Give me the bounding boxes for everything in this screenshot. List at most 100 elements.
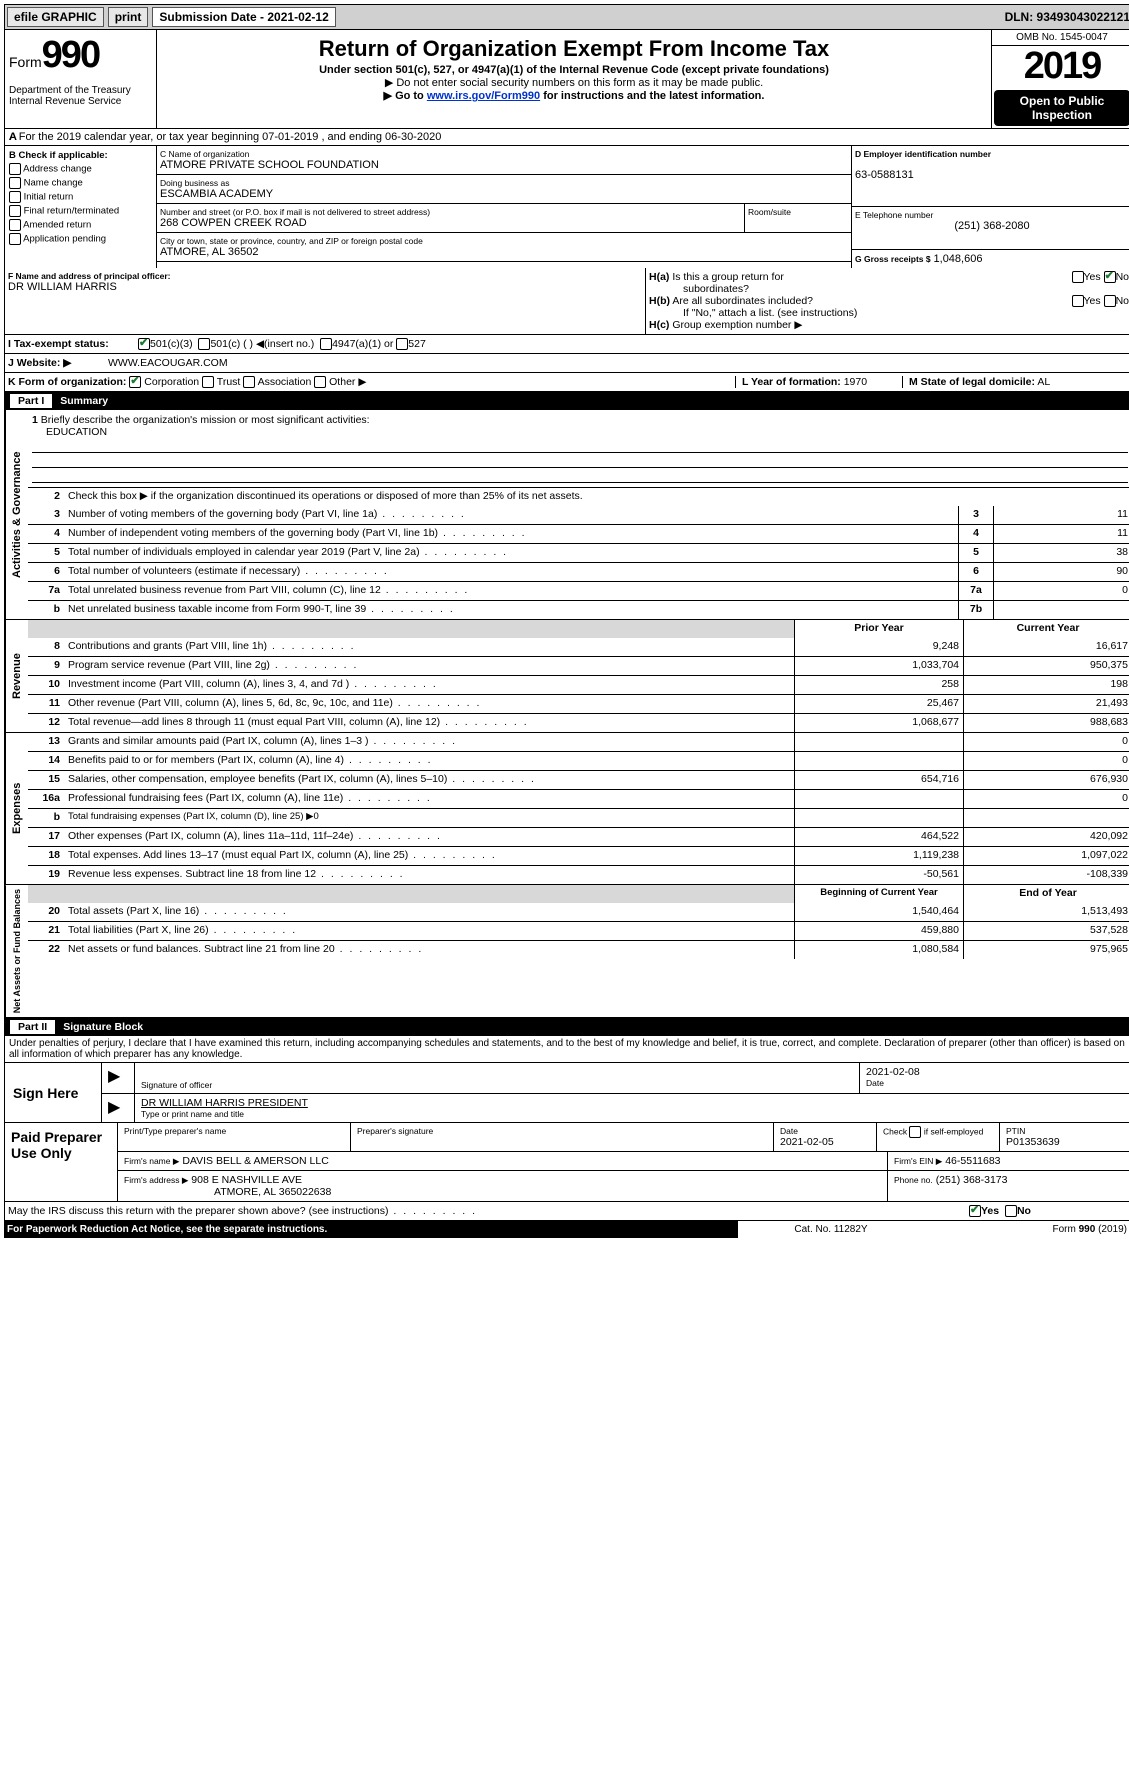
hdr-prior: Prior Year bbox=[794, 620, 963, 638]
identity-section: B Check if applicable: Address change Na… bbox=[4, 146, 1129, 268]
expense-line: 19 Revenue less expenses. Subtract line … bbox=[28, 865, 1129, 884]
org-name: ATMORE PRIVATE SCHOOL FOUNDATION bbox=[160, 159, 848, 171]
gov-line: 4 Number of independent voting members o… bbox=[28, 524, 1129, 543]
gov-value: 38 bbox=[993, 544, 1129, 562]
vert-exp: Expenses bbox=[5, 733, 28, 884]
street-value: 268 COWPEN CREEK ROAD bbox=[160, 217, 741, 229]
paid-preparer-block: Paid Preparer Use Only Print/Type prepar… bbox=[4, 1123, 1129, 1202]
527-checkbox[interactable] bbox=[396, 338, 408, 350]
expense-line: 15 Salaries, other compensation, employe… bbox=[28, 770, 1129, 789]
net-assets-line: 21 Total liabilities (Part X, line 26) 4… bbox=[28, 921, 1129, 940]
4947-checkbox[interactable] bbox=[320, 338, 332, 350]
final-return-checkbox[interactable] bbox=[9, 205, 21, 217]
website-row: J Website: ▶ WWW.EACOUGAR.COM bbox=[4, 354, 1129, 373]
vert-rev: Revenue bbox=[5, 620, 28, 732]
corporation-checkbox[interactable] bbox=[129, 376, 141, 388]
net-assets-line: 22 Net assets or fund balances. Subtract… bbox=[28, 940, 1129, 959]
website-value: WWW.EACOUGAR.COM bbox=[108, 357, 228, 369]
city-label: City or town, state or province, country… bbox=[160, 236, 848, 246]
revenue-line: 12 Total revenue—add lines 8 through 11 … bbox=[28, 713, 1129, 732]
expense-line: 13 Grants and similar amounts paid (Part… bbox=[28, 733, 1129, 751]
prior-year-value bbox=[794, 752, 963, 770]
department: Department of the Treasury Internal Reve… bbox=[9, 85, 152, 107]
form-prefix: Form bbox=[9, 54, 42, 70]
dln: DLN: 93493043022121 bbox=[1005, 10, 1129, 24]
hb-yes-checkbox[interactable] bbox=[1072, 295, 1084, 307]
current-year-value: -108,339 bbox=[963, 866, 1129, 884]
revenue-line: 10 Investment income (Part VIII, column … bbox=[28, 675, 1129, 694]
revenue-line: 9 Program service revenue (Part VIII, li… bbox=[28, 656, 1129, 675]
irs-link[interactable]: www.irs.gov/Form990 bbox=[427, 90, 540, 102]
firm-phone: (251) 368-3173 bbox=[936, 1174, 1008, 1186]
efile-graphic-button[interactable]: efile GRAPHIC bbox=[7, 7, 104, 27]
net-assets-section: Net Assets or Fund Balances Beginning of… bbox=[4, 885, 1129, 1018]
hb-no-checkbox[interactable] bbox=[1104, 295, 1116, 307]
officer-name-title: DR WILLIAM HARRIS PRESIDENT bbox=[141, 1097, 1126, 1109]
net-assets-line: 20 Total assets (Part X, line 16) 1,540,… bbox=[28, 903, 1129, 921]
application-pending-checkbox[interactable] bbox=[9, 233, 21, 245]
501c-checkbox[interactable] bbox=[198, 338, 210, 350]
form-header: Form990 Department of the Treasury Inter… bbox=[4, 30, 1129, 129]
year-formation: 1970 bbox=[844, 376, 867, 388]
activities-governance-section: Activities & Governance 1 1 Briefly desc… bbox=[4, 410, 1129, 620]
form-title: Return of Organization Exempt From Incom… bbox=[161, 36, 987, 62]
begin-year-value: 1,080,584 bbox=[794, 941, 963, 959]
footer-row: For Paperwork Reduction Act Notice, see … bbox=[4, 1221, 1129, 1238]
address-change-checkbox[interactable] bbox=[9, 163, 21, 175]
prior-year-value bbox=[794, 733, 963, 751]
current-year-value: 950,375 bbox=[963, 657, 1129, 675]
header-sub3: ▶ Go to www.irs.gov/Form990 for instruct… bbox=[161, 89, 987, 102]
discuss-yes-checkbox[interactable] bbox=[969, 1205, 981, 1217]
gov-line: b Net unrelated business taxable income … bbox=[28, 600, 1129, 619]
ha-no-checkbox[interactable] bbox=[1104, 271, 1116, 283]
row-a-tax-year: AA For the 2019 calendar year, or tax ye… bbox=[4, 129, 1129, 146]
header-sub1: Under section 501(c), 527, or 4947(a)(1)… bbox=[161, 64, 987, 76]
gov-value: 0 bbox=[993, 582, 1129, 600]
gov-line: 3 Number of voting members of the govern… bbox=[28, 506, 1129, 524]
current-year-value: 198 bbox=[963, 676, 1129, 694]
firm-name: DAVIS BELL & AMERSON LLC bbox=[182, 1155, 328, 1167]
declaration-text: Under penalties of perjury, I declare th… bbox=[4, 1036, 1129, 1063]
begin-year-value: 1,540,464 bbox=[794, 903, 963, 921]
print-button[interactable]: print bbox=[108, 7, 149, 27]
prior-year-value: 1,068,677 bbox=[794, 714, 963, 732]
initial-return-checkbox[interactable] bbox=[9, 191, 21, 203]
501c3-checkbox[interactable] bbox=[138, 338, 150, 350]
omb-number: OMB No. 1545-0047 bbox=[992, 30, 1129, 46]
gov-value: 90 bbox=[993, 563, 1129, 581]
prior-year-value: -50,561 bbox=[794, 866, 963, 884]
revenue-section: Revenue Prior Year Current Year 8 Contri… bbox=[4, 620, 1129, 733]
vert-na: Net Assets or Fund Balances bbox=[5, 885, 28, 1017]
begin-year-value: 459,880 bbox=[794, 922, 963, 940]
gov-value: 11 bbox=[993, 525, 1129, 543]
other-checkbox[interactable] bbox=[314, 376, 326, 388]
revenue-line: 11 Other revenue (Part VIII, column (A),… bbox=[28, 694, 1129, 713]
prior-year-value: 25,467 bbox=[794, 695, 963, 713]
ptin: P01353639 bbox=[1006, 1136, 1126, 1148]
end-year-value: 1,513,493 bbox=[963, 903, 1129, 921]
discuss-no-checkbox[interactable] bbox=[1005, 1205, 1017, 1217]
vert-gov: Activities & Governance bbox=[5, 410, 28, 619]
street-label: Number and street (or P.O. box if mail i… bbox=[160, 207, 741, 217]
prior-year-value: 654,716 bbox=[794, 771, 963, 789]
name-change-checkbox[interactable] bbox=[9, 177, 21, 189]
phone-value: (251) 368-2080 bbox=[855, 220, 1129, 232]
ha-yes-checkbox[interactable] bbox=[1072, 271, 1084, 283]
part-1-bar: Part I Summary bbox=[4, 392, 1129, 410]
expense-line: 14 Benefits paid to or for members (Part… bbox=[28, 751, 1129, 770]
current-year-value: 0 bbox=[963, 790, 1129, 808]
current-year-value: 988,683 bbox=[963, 714, 1129, 732]
association-checkbox[interactable] bbox=[243, 376, 255, 388]
dba-label: Doing business as bbox=[160, 178, 848, 188]
current-year-value: 21,493 bbox=[963, 695, 1129, 713]
tax-year: 2019 bbox=[992, 46, 1129, 88]
preparer-date: 2021-02-05 bbox=[780, 1136, 870, 1148]
gov-value: 11 bbox=[993, 506, 1129, 524]
prior-year-value bbox=[794, 790, 963, 808]
gov-value bbox=[993, 601, 1129, 619]
amended-return-checkbox[interactable] bbox=[9, 219, 21, 231]
trust-checkbox[interactable] bbox=[202, 376, 214, 388]
current-year-value: 1,097,022 bbox=[963, 847, 1129, 865]
current-year-value: 420,092 bbox=[963, 828, 1129, 846]
self-employed-checkbox[interactable] bbox=[909, 1126, 921, 1138]
